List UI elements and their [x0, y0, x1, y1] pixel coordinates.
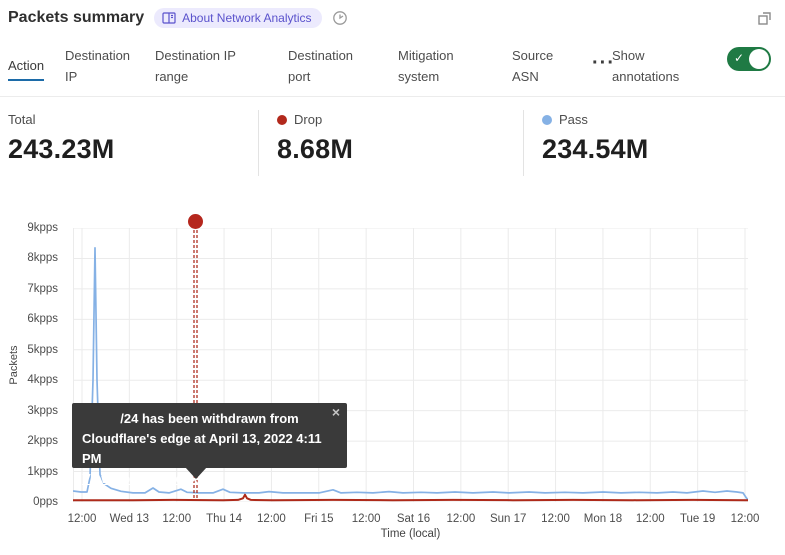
x-tick-label: Sat 16	[396, 513, 431, 525]
x-tick-label: 12:00	[67, 513, 97, 525]
tooltip-line1: /24 has been withdrawn from	[120, 411, 299, 426]
drop-line	[73, 493, 748, 502]
stat-label: Drop	[294, 112, 323, 127]
x-tick-label: 12:00	[257, 513, 286, 525]
tab-destination-ip[interactable]: Destination IP	[65, 48, 131, 84]
stat-value: 234.54M	[542, 134, 649, 164]
x-axis-title: Time (local)	[380, 528, 441, 540]
expand-window-icon[interactable]	[757, 10, 773, 31]
x-tick-label: 12:00	[635, 513, 665, 525]
y-tick-label: 2kpps	[27, 435, 58, 448]
stats-divider	[523, 110, 524, 176]
stat-pass[interactable]: Pass 234.54M	[542, 112, 648, 165]
y-tick-label: 9kpps	[27, 222, 58, 234]
drop-legend-dot	[277, 114, 287, 125]
x-tick-label: Thu 14	[206, 513, 242, 525]
badge-label: About Network Analytics	[182, 11, 312, 25]
x-tick-label: 12:00	[351, 513, 381, 525]
tab-action[interactable]: Action	[8, 55, 45, 81]
annotation-tooltip: × /24 has been withdrawn from Cloudflare…	[72, 403, 347, 486]
view-ip-prefixes-link[interactable]: View your IP prefixes	[82, 471, 213, 486]
x-tick-label: 12:00	[446, 513, 476, 525]
pass-legend-dot	[542, 114, 552, 125]
x-tick-label: Wed 13	[109, 513, 150, 525]
annotation-marker[interactable]	[188, 214, 203, 229]
stat-label: Total	[8, 112, 36, 127]
tooltip-line2: Cloudflare's edge at April 13, 2022 4:11…	[82, 431, 322, 466]
y-tick-label: 0pps	[33, 496, 58, 508]
y-tick-label: 3kpps	[27, 404, 58, 417]
close-icon[interactable]: ×	[331, 404, 340, 420]
stats-row: Total 243.23M Drop 8.68M Pass 234.54M	[0, 108, 785, 180]
about-network-analytics-badge[interactable]: About Network Analytics	[154, 8, 322, 28]
y-tick-label: 7kpps	[27, 282, 58, 295]
check-icon: ✓	[734, 51, 745, 65]
book-icon	[162, 12, 176, 24]
stat-drop[interactable]: Drop 8.68M	[277, 112, 353, 165]
stat-value: 243.23M	[8, 134, 115, 164]
x-tick-label: Mon 18	[583, 513, 623, 525]
x-tick-label: 12:00	[541, 513, 570, 525]
y-tick-label: 4kpps	[27, 374, 58, 387]
stat-total: Total 243.23M	[8, 112, 114, 165]
stat-label: Pass	[559, 112, 588, 127]
show-annotations-label: Show annotations	[612, 48, 680, 84]
page-title: Packets summary	[8, 9, 145, 26]
y-tick-label: 1kpps	[27, 465, 58, 478]
y-tick-label: 8kpps	[27, 252, 58, 265]
more-tabs-icon[interactable]: ···	[592, 52, 615, 74]
y-tick-label: 5kpps	[27, 343, 58, 356]
dimension-tabs: Action Destination IP Destination IP ran…	[0, 45, 785, 95]
y-tick-label: 6kpps	[27, 313, 58, 326]
tab-destination-port[interactable]: Destination port	[288, 48, 354, 84]
packets-chart: Packets 9kpps 8kpps 7kpps 6kpps 5kpps 4kpps 3k…	[0, 210, 785, 555]
pass-line	[73, 246, 748, 501]
x-tick-label: Sun 17	[489, 513, 527, 525]
tab-mitigation-system[interactable]: Mitigation system	[398, 48, 454, 84]
tab-destination-ip-range[interactable]: Destination IP range	[155, 48, 236, 84]
x-tick-label: Fri 15	[304, 513, 334, 525]
stats-divider	[258, 110, 259, 176]
tooltip-caret	[185, 467, 207, 479]
toggle-knob	[749, 49, 769, 69]
x-tick-label: Tue 19	[679, 513, 716, 525]
tab-source-asn[interactable]: Source ASN	[512, 48, 554, 84]
clock-icon[interactable]	[332, 10, 348, 26]
show-annotations-toggle[interactable]: ✓	[727, 47, 771, 71]
stat-value: 8.68M	[277, 134, 354, 164]
card-header: Packets summary About Network Analytics	[8, 8, 348, 28]
header-divider	[0, 96, 785, 97]
x-tick-label: 12:00	[730, 513, 760, 525]
x-tick-label: 12:00	[162, 513, 192, 525]
